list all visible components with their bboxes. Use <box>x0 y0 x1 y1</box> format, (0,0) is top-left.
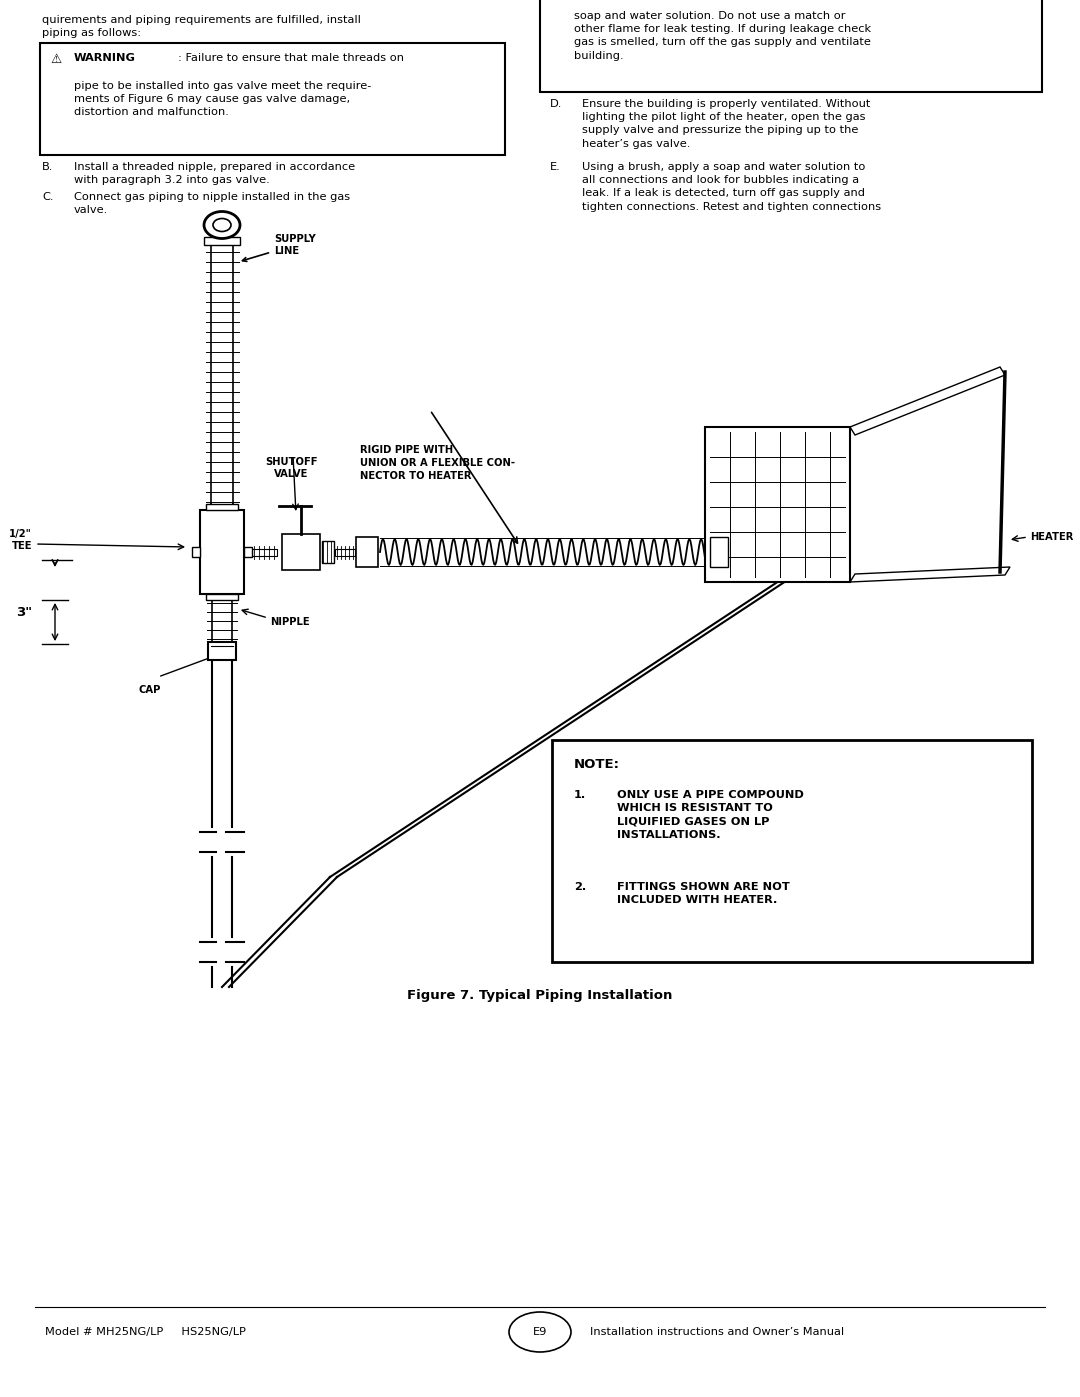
Bar <box>40 43 505 155</box>
Text: NOTE:: NOTE: <box>573 759 620 771</box>
Bar <box>552 740 1032 963</box>
Polygon shape <box>850 367 1005 434</box>
Text: Install a threaded nipple, prepared in accordance
with paragraph 3.2 into gas va: Install a threaded nipple, prepared in a… <box>75 162 355 186</box>
Text: In accordance with the above piping requirements,
assemble piping, sediment trap: In accordance with the above piping requ… <box>75 57 370 94</box>
Bar <box>335 549 355 556</box>
Text: A.: A. <box>42 57 53 67</box>
Text: 2.: 2. <box>573 882 586 893</box>
Polygon shape <box>850 567 1010 583</box>
Bar <box>540 0 1042 92</box>
Text: FITTINGS SHOWN ARE NOT
INCLUDED WITH HEATER.: FITTINGS SHOWN ARE NOT INCLUDED WITH HEA… <box>617 882 789 905</box>
Text: soap and water solution. Do not use a match or
other flame for leak testing. If : soap and water solution. Do not use a ma… <box>573 11 872 60</box>
Text: Model # MH25NG/LP     HS25NG/LP: Model # MH25NG/LP HS25NG/LP <box>45 1327 246 1337</box>
Text: : Failure to ensure that male threads on: : Failure to ensure that male threads on <box>178 53 404 63</box>
Text: RIGID PIPE WITH
UNION OR A FLEXIBLE CON-
NECTOR TO HEATER: RIGID PIPE WITH UNION OR A FLEXIBLE CON-… <box>360 446 515 481</box>
Bar <box>252 549 276 556</box>
Text: D.: D. <box>550 99 563 109</box>
Text: 1/2"
TEE: 1/2" TEE <box>9 529 32 550</box>
Text: ⚠: ⚠ <box>50 53 62 66</box>
Bar <box>200 510 244 594</box>
Bar <box>192 548 200 557</box>
Bar <box>204 237 240 244</box>
Bar <box>705 427 850 583</box>
Text: HEATER: HEATER <box>1030 532 1074 542</box>
Text: ONLY USE A PIPE COMPOUND
WHICH IS RESISTANT TO
LIQUIFIED GASES ON LP
INSTALLATIO: ONLY USE A PIPE COMPOUND WHICH IS RESIST… <box>617 789 804 840</box>
Text: Figure 7. Typical Piping Installation: Figure 7. Typical Piping Installation <box>407 989 673 1002</box>
Text: NIPPLE: NIPPLE <box>270 617 310 627</box>
Bar <box>356 536 378 567</box>
Text: WARNING: WARNING <box>75 53 136 63</box>
Text: 1.: 1. <box>573 789 586 800</box>
Text: 3": 3" <box>16 605 32 619</box>
Text: C.: C. <box>42 191 54 203</box>
Bar <box>710 536 728 567</box>
Text: SUPPLY
LINE: SUPPLY LINE <box>242 235 315 261</box>
Bar <box>322 541 334 563</box>
Bar <box>282 534 320 570</box>
Text: E9: E9 <box>532 1327 548 1337</box>
Ellipse shape <box>204 211 240 239</box>
Bar <box>244 548 252 557</box>
Text: E.: E. <box>550 162 561 172</box>
Text: CAP: CAP <box>139 685 161 694</box>
Text: Using a brush, apply a soap and water solution to
all connections and look for b: Using a brush, apply a soap and water so… <box>582 162 881 211</box>
Bar <box>206 504 238 510</box>
Text: B.: B. <box>42 162 53 172</box>
Ellipse shape <box>213 218 231 232</box>
Text: Connect gas piping to nipple installed in the gas
valve.: Connect gas piping to nipple installed i… <box>75 191 350 215</box>
Text: Installation instructions and Owner’s Manual: Installation instructions and Owner’s Ma… <box>590 1327 845 1337</box>
Text: SHUTOFF
VALVE: SHUTOFF VALVE <box>265 457 318 479</box>
Text: pipe to be installed into gas valve meet the require-
ments of Figure 6 may caus: pipe to be installed into gas valve meet… <box>75 81 372 117</box>
Text: quirements and piping requirements are fulfilled, install
piping as follows:: quirements and piping requirements are f… <box>42 15 361 38</box>
Bar <box>208 643 237 659</box>
Text: Ensure the building is properly ventilated. Without
lighting the pilot light of : Ensure the building is properly ventilat… <box>582 99 870 148</box>
Ellipse shape <box>509 1312 571 1352</box>
Bar <box>206 594 238 599</box>
